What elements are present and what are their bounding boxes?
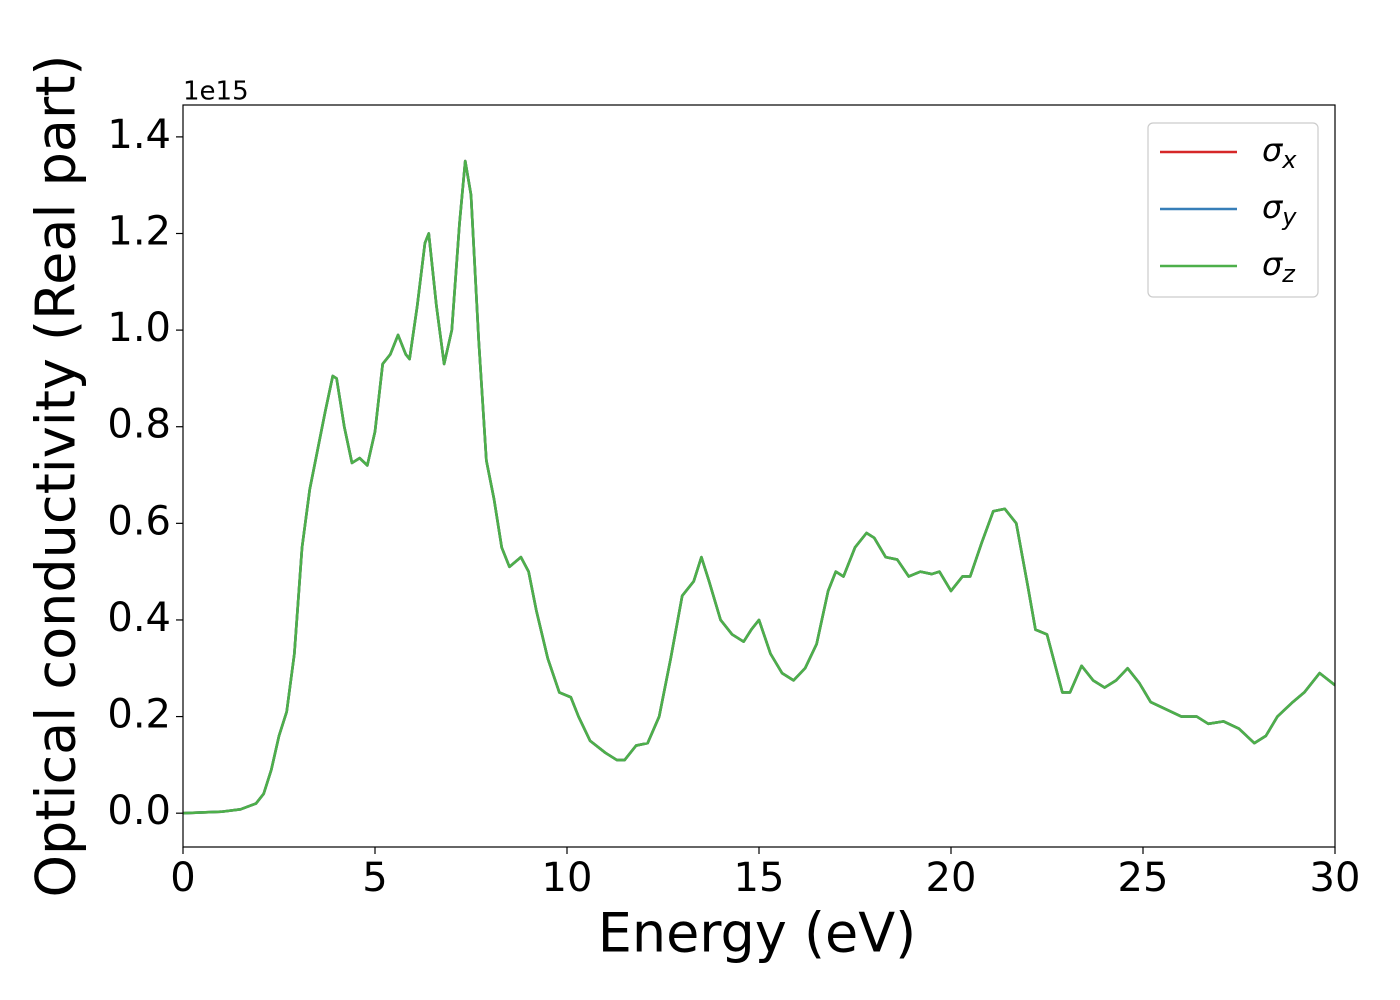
y-tick-label: 0.8 xyxy=(107,402,171,448)
series-line xyxy=(183,159,1335,815)
x-tick-label: 20 xyxy=(926,855,977,901)
y-tick-label: 0.4 xyxy=(107,595,171,641)
y-tick-label: 0.2 xyxy=(107,692,171,738)
y-tick-label: 1.4 xyxy=(107,112,171,158)
x-tick-label: 30 xyxy=(1310,855,1361,901)
y-tick-label: 1.2 xyxy=(107,208,171,254)
x-tick-label: 0 xyxy=(170,855,195,901)
legend-label: σy xyxy=(1262,188,1297,231)
legend-label: σx xyxy=(1262,131,1297,174)
x-axis-label: Energy (eV) xyxy=(598,902,917,965)
x-tick-label: 15 xyxy=(734,855,785,901)
y-axis-label: Optical conductivity (Real part) xyxy=(25,55,88,898)
y-tick-label: 0.6 xyxy=(107,498,171,544)
y-tick-label: 0.0 xyxy=(107,788,171,834)
y-tick-label: 1.0 xyxy=(107,305,171,351)
legend-label: σz xyxy=(1262,245,1296,288)
plot-frame xyxy=(182,104,1336,848)
y-offset-label: 1e15 xyxy=(183,77,249,107)
x-tick-label: 5 xyxy=(362,855,387,901)
x-tick-label: 10 xyxy=(542,855,593,901)
x-tick-label: 25 xyxy=(1118,855,1169,901)
